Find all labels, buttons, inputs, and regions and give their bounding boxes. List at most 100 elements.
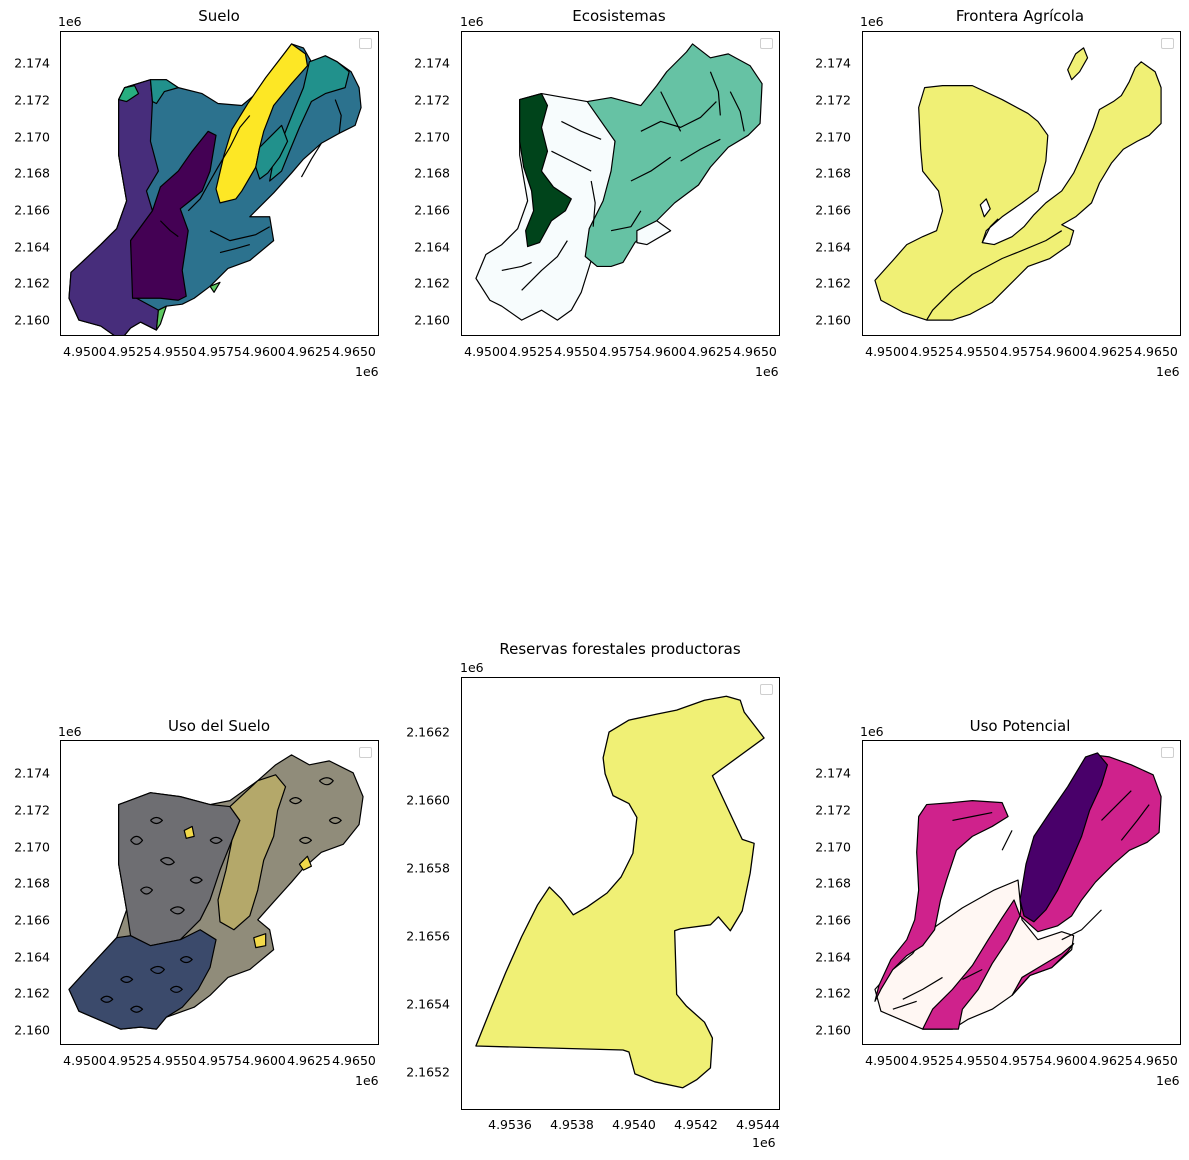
region-magenta-3 [922,899,1021,1030]
y-tick-label: 2.168 [815,875,851,891]
x-tick-label: 4.9550 [554,344,598,359]
panel-title: Suelo [198,7,240,25]
x-tick-label: 4.9650 [1134,344,1178,359]
x-tick-label: 4.9575 [198,1053,242,1068]
x-tick-label: 4.9650 [332,1053,376,1068]
legend-box [359,38,372,49]
y-tick-label: 2.160 [14,1022,50,1038]
y-tick-label: 2.164 [815,239,851,255]
y-axis-multiplier: 1e6 [58,724,82,739]
y-tick-label: 2.170 [414,129,450,145]
x-tick-label: 4.9575 [1000,1053,1044,1068]
y-tick-label: 2.172 [414,92,450,108]
panel-title: Frontera Agrícola [955,7,1085,25]
y-tick-label: 2.164 [14,949,50,965]
forest-reserve-map [475,695,765,1089]
region-navy [68,929,217,1030]
x-tick-label: 4.9575 [198,344,242,359]
x-tick-label: 4.9538 [550,1117,594,1132]
y-tick-label: 2.168 [414,165,450,181]
soil-map [68,43,362,335]
region-dark [519,92,572,248]
x-tick-label: 4.9500 [865,344,909,359]
region-lime [155,305,167,331]
x-tick-label: 4.9600 [1044,1053,1088,1068]
legend-box [760,684,773,695]
frontier-main [874,61,1162,321]
y-tick-label: 2.1656 [406,928,450,944]
y-tick-label: 2.166 [815,202,851,218]
y-tick-label: 2.1662 [406,724,450,740]
legend-box [359,747,372,758]
x-tick-label: 4.9550 [955,344,999,359]
ecosystem-map [475,43,763,321]
y-tick-label: 2.170 [14,129,50,145]
x-tick-label: 4.9550 [153,344,197,359]
x-axis-multiplier: 1e6 [1156,1073,1180,1088]
region-magenta [874,800,1009,1002]
x-tick-label: 4.9600 [1044,344,1088,359]
y-tick-label: 2.162 [414,275,450,291]
x-tick-label: 4.9500 [63,1053,107,1068]
y-tick-label: 2.168 [815,165,851,181]
reserve-polygon [475,695,765,1089]
y-tick-label: 2.172 [815,92,851,108]
x-tick-label: 4.9544 [736,1117,780,1132]
x-tick-label: 4.9550 [153,1053,197,1068]
x-tick-label: 4.9525 [108,1053,152,1068]
y-axis-multiplier: 1e6 [58,14,82,29]
y-tick-label: 2.160 [14,312,50,328]
x-tick-label: 4.9625 [287,344,331,359]
region-yellow [215,43,309,204]
region-yellow-2 [298,855,312,871]
x-tick-label: 4.9625 [688,344,732,359]
y-tick-label: 2.164 [14,239,50,255]
region-dark [129,130,217,301]
y-tick-label: 2.1660 [406,792,450,808]
y-tick-label: 2.170 [14,839,50,855]
x-tick-label: 4.9542 [674,1117,718,1132]
frontier-hole [979,198,991,218]
map-axes [461,677,780,1110]
y-axis-multiplier: 1e6 [860,14,884,29]
frontier-strip [1067,47,1089,81]
region-dark [1019,752,1109,923]
x-tick-label: 4.9525 [910,344,954,359]
y-tick-label: 2.166 [14,912,50,928]
y-tick-label: 2.172 [14,802,50,818]
x-tick-label: 4.9525 [509,344,553,359]
potential-use-map [874,752,1162,1030]
frontier-map [874,47,1162,321]
y-tick-label: 2.168 [14,875,50,891]
y-tick-label: 2.164 [414,239,450,255]
y-tick-label: 2.168 [14,165,50,181]
x-tick-label: 4.9625 [1089,1053,1133,1068]
y-tick-label: 2.162 [14,985,50,1001]
y-tick-label: 2.1654 [406,996,450,1012]
map-axes [862,740,1181,1045]
y-tick-label: 2.172 [815,802,851,818]
x-tick-label: 4.9600 [242,1053,286,1068]
y-tick-label: 2.164 [815,949,851,965]
y-tick-label: 2.166 [414,202,450,218]
map-axes [461,31,780,336]
y-tick-label: 2.162 [14,275,50,291]
region-tan [217,774,287,931]
x-tick-label: 4.9650 [1134,1053,1178,1068]
y-tick-label: 2.170 [815,839,851,855]
region-teal-3 [149,79,179,105]
y-axis-multiplier: 1e6 [460,14,484,29]
panel-title: Ecosistemas [572,7,666,25]
panel-title: Uso Potencial [969,717,1071,735]
region-grey [118,792,241,947]
panel-title: Uso del Suelo [167,717,271,735]
x-tick-label: 4.9650 [733,344,777,359]
y-tick-label: 2.162 [815,985,851,1001]
y-axis-multiplier: 1e6 [460,660,484,675]
legend-box [1161,747,1174,758]
x-tick-label: 4.9575 [599,344,643,359]
x-tick-label: 4.9500 [865,1053,909,1068]
x-tick-label: 4.9650 [332,344,376,359]
x-tick-label: 4.9536 [488,1117,532,1132]
y-tick-label: 2.160 [414,312,450,328]
